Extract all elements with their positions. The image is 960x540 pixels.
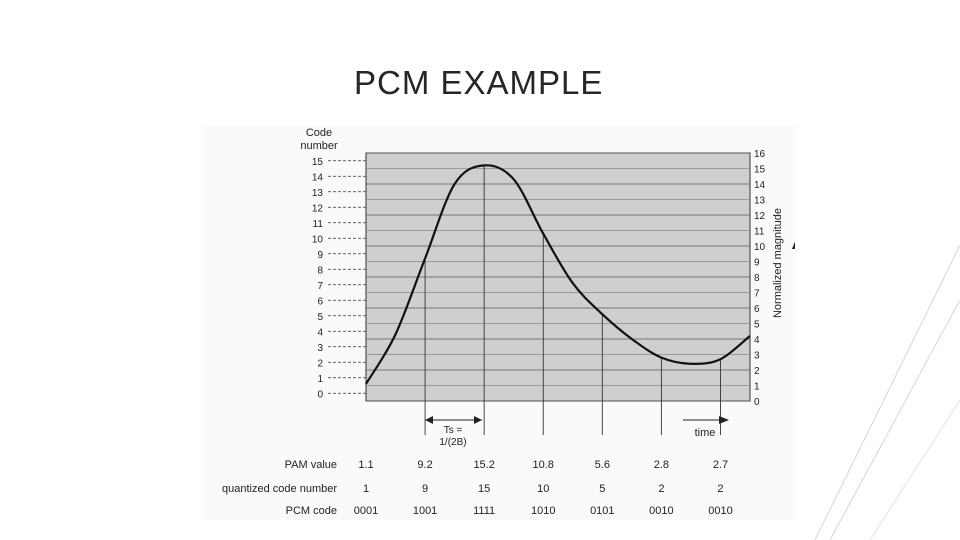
table-cell: 0001 bbox=[354, 505, 378, 517]
time-label: time bbox=[695, 427, 716, 439]
table-cell: 1001 bbox=[413, 505, 437, 517]
magnitude-tick-label: 2 bbox=[754, 366, 760, 377]
magnitude-tick-label: 12 bbox=[754, 211, 766, 222]
magnitude-tick-label: 5 bbox=[754, 320, 760, 331]
magnitude-tick-label: 7 bbox=[754, 289, 760, 300]
code-tick-label: 14 bbox=[312, 172, 324, 183]
magnitude-tick-label: 13 bbox=[754, 196, 766, 207]
magnitude-tick-label: 1 bbox=[754, 382, 760, 393]
pcm-figure: 0 1 2 3 4 5 6 7 8 9 10 11 12 13 14 15 0 1 2 3 4 5 6 7 8 9 10 11 12 1… bbox=[203, 125, 795, 520]
code-tick-label: 3 bbox=[317, 343, 323, 354]
code-tick-label: 11 bbox=[313, 219, 324, 230]
magnitude-tick-label: 15 bbox=[754, 165, 766, 176]
table-cell: 1.1 bbox=[358, 459, 373, 471]
analog-signal-curve bbox=[365, 164, 751, 385]
table-cell: 1010 bbox=[531, 505, 555, 517]
table-cell: 0010 bbox=[649, 505, 673, 517]
table-cell: 10 bbox=[537, 483, 549, 495]
code-tick-label: 0 bbox=[317, 389, 323, 400]
magnitude-tick-label: 16 bbox=[754, 149, 766, 160]
left-axis-title-code: Code bbox=[306, 127, 332, 139]
code-tick-label: 15 bbox=[312, 157, 324, 168]
code-tick-label: 1 bbox=[317, 374, 323, 385]
sampling-interval-marker bbox=[425, 416, 482, 424]
up-arrow-icon bbox=[792, 241, 795, 249]
table-row-label: PAM value bbox=[285, 459, 337, 471]
table-row-label: PCM code bbox=[286, 505, 337, 517]
magnitude-tick-label: 9 bbox=[754, 258, 760, 269]
table-cell: 10.8 bbox=[533, 459, 554, 471]
table-cell: 9 bbox=[422, 483, 428, 495]
magnitude-tick-label: 10 bbox=[754, 242, 766, 253]
table-cell: 1111 bbox=[473, 505, 495, 517]
code-tick-label: 7 bbox=[317, 281, 323, 292]
table-cell: 0101 bbox=[590, 505, 614, 517]
code-tick-label: 10 bbox=[312, 234, 324, 245]
table-cell: 2.7 bbox=[713, 459, 728, 471]
table-cell: 2 bbox=[658, 483, 664, 495]
table-cell: 15.2 bbox=[473, 459, 494, 471]
left-axis-title-number: number bbox=[300, 140, 338, 152]
table-cell: 1 bbox=[363, 483, 369, 495]
magnitude-tick-label: 4 bbox=[754, 335, 760, 346]
magnitude-tick-label: 8 bbox=[754, 273, 760, 284]
right-axis-title: Normalized magnitude bbox=[772, 208, 784, 318]
magnitude-tick-label: 14 bbox=[754, 180, 766, 191]
code-tick-label: 4 bbox=[317, 327, 323, 338]
code-tick-label: 12 bbox=[312, 203, 324, 214]
table-row-label: quantized code number bbox=[222, 483, 337, 495]
magnitude-tick-label: 3 bbox=[754, 351, 760, 362]
code-tick-label: 9 bbox=[317, 250, 323, 261]
table-cell: 2 bbox=[717, 483, 723, 495]
table-cell: 5 bbox=[599, 483, 605, 495]
code-tick-label: 5 bbox=[317, 312, 323, 323]
code-tick-label: 2 bbox=[317, 358, 323, 369]
magnitude-tick-label: 6 bbox=[754, 304, 760, 315]
ts-label-line2: 1/(2B) bbox=[439, 437, 466, 448]
slide-title: PCM EXAMPLE bbox=[354, 64, 604, 101]
table-cell: 15 bbox=[478, 483, 490, 495]
table-cell: 5.6 bbox=[595, 459, 610, 471]
magnitude-tick-label: 0 bbox=[754, 397, 760, 408]
code-tick-label: 13 bbox=[312, 188, 324, 199]
table-cell: 2.8 bbox=[654, 459, 669, 471]
table-cell: 0010 bbox=[708, 505, 732, 517]
table-cell: 9.2 bbox=[417, 459, 432, 471]
magnitude-tick-label: 11 bbox=[754, 227, 765, 238]
ts-label-line1: Ts = bbox=[444, 425, 463, 436]
code-tick-label: 6 bbox=[317, 296, 323, 307]
time-arrow bbox=[683, 416, 729, 424]
code-tick-label: 8 bbox=[317, 265, 323, 276]
